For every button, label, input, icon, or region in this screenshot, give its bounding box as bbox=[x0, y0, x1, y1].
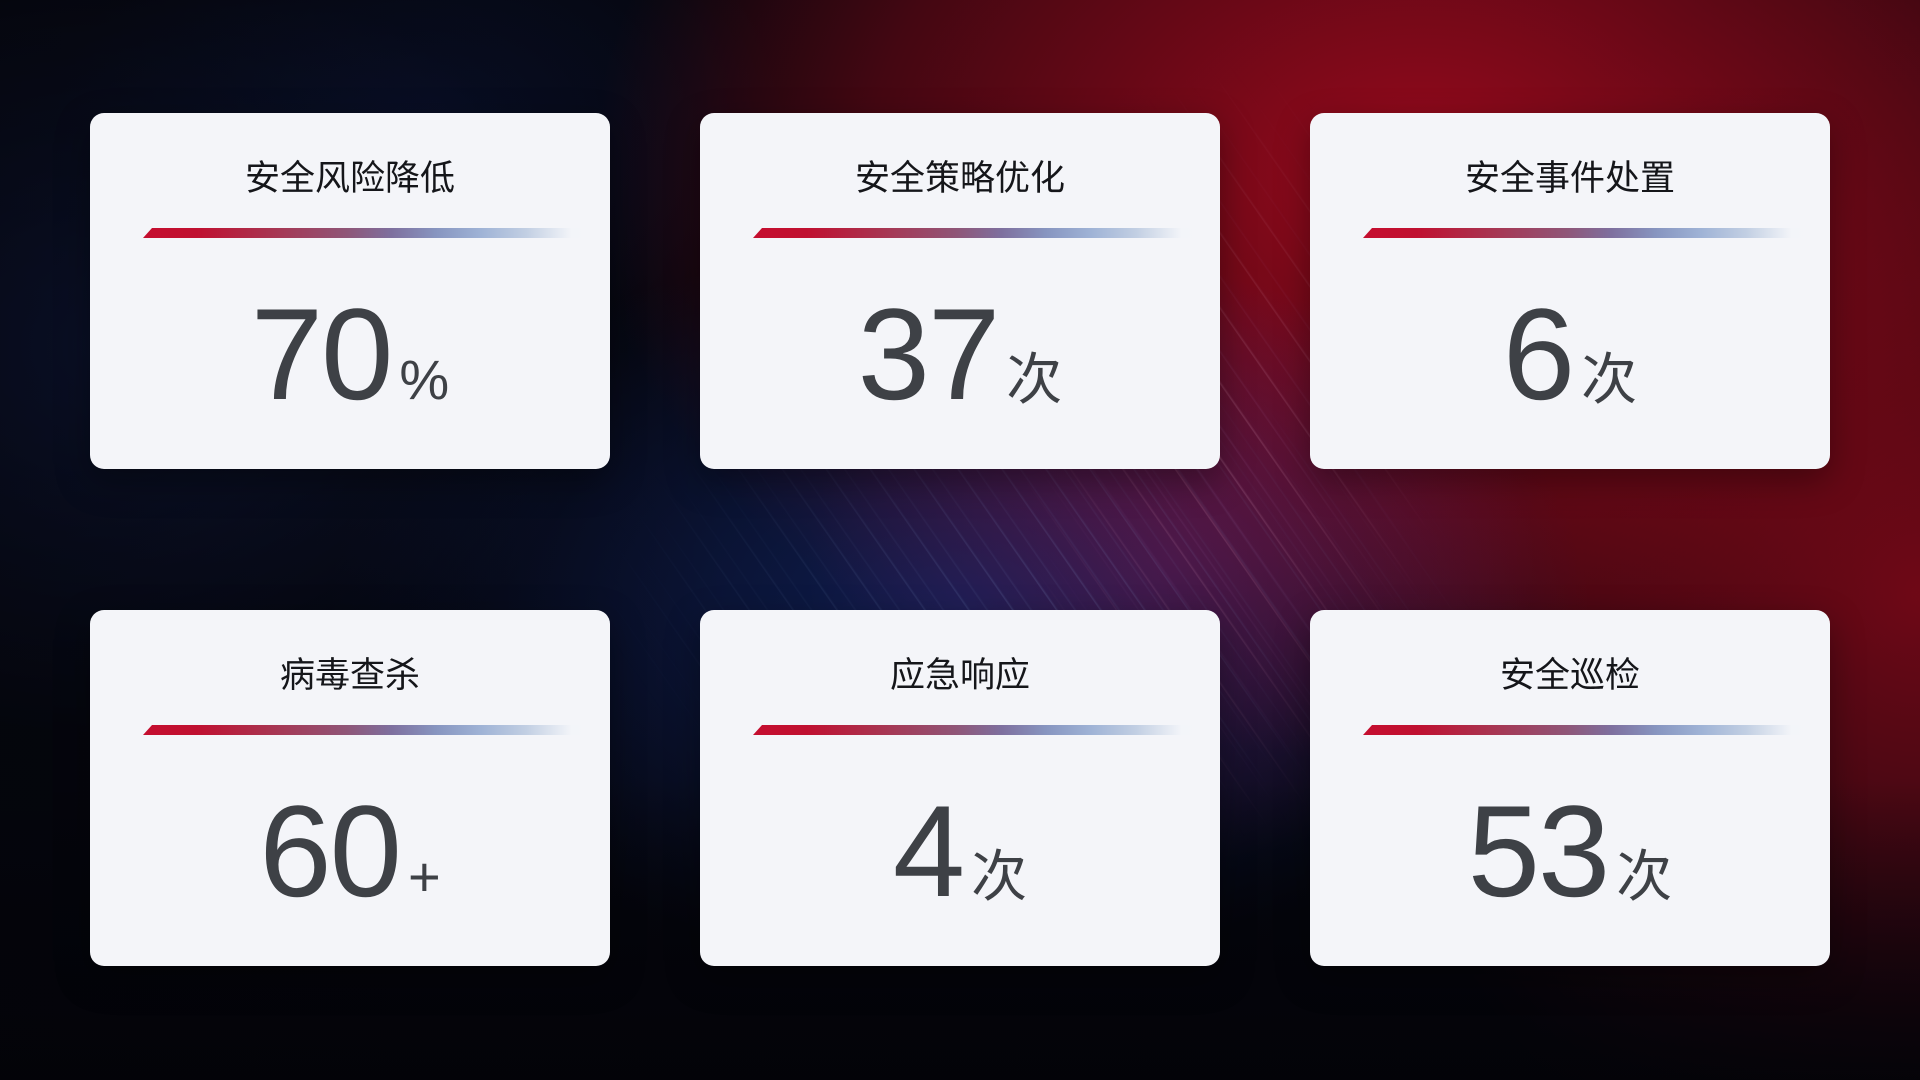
card-unit: 次 bbox=[1581, 347, 1638, 411]
stat-card-virus-scan: 病毒查杀 60 + bbox=[90, 610, 610, 966]
card-value-group: 37 次 bbox=[858, 289, 1063, 419]
card-divider bbox=[143, 725, 594, 735]
card-value: 4 bbox=[892, 777, 965, 924]
card-title: 应急响应 bbox=[889, 656, 1030, 695]
card-unit: % bbox=[399, 347, 450, 411]
card-title: 安全风险降低 bbox=[244, 159, 455, 198]
card-value: 6 bbox=[1502, 280, 1575, 427]
stat-card-incident-handling: 安全事件处置 6 次 bbox=[1310, 113, 1830, 469]
card-value-row: 37 次 bbox=[700, 238, 1220, 469]
card-value: 60 bbox=[259, 777, 402, 924]
card-value-row: 70 % bbox=[90, 238, 610, 469]
card-value: 53 bbox=[1467, 777, 1611, 924]
card-value-group: 4 次 bbox=[893, 786, 1027, 916]
card-value: 70 bbox=[250, 280, 394, 427]
card-divider bbox=[1363, 228, 1814, 238]
card-unit: 次 bbox=[1006, 347, 1063, 411]
card-divider bbox=[143, 228, 594, 238]
card-title: 病毒查杀 bbox=[279, 656, 420, 695]
card-title: 安全事件处置 bbox=[1464, 159, 1675, 198]
card-divider bbox=[753, 725, 1204, 735]
stat-card-policy-optimization: 安全策略优化 37 次 bbox=[700, 113, 1220, 469]
card-divider bbox=[753, 228, 1204, 238]
stat-card-risk-reduction: 安全风险降低 70 % bbox=[90, 113, 610, 469]
card-divider bbox=[1363, 725, 1814, 735]
card-title: 安全策略优化 bbox=[854, 159, 1065, 198]
stat-card-security-inspection: 安全巡检 53 次 bbox=[1310, 610, 1830, 966]
card-value-row: 4 次 bbox=[700, 735, 1220, 966]
stat-card-emergency-response: 应急响应 4 次 bbox=[700, 610, 1220, 966]
card-unit: 次 bbox=[971, 844, 1028, 908]
card-value-group: 60 + bbox=[259, 786, 440, 916]
card-title: 安全巡检 bbox=[1499, 656, 1640, 695]
card-value-row: 60 + bbox=[90, 735, 610, 966]
card-value-group: 6 次 bbox=[1503, 289, 1637, 419]
card-value-group: 53 次 bbox=[1468, 786, 1673, 916]
card-value-row: 53 次 bbox=[1310, 735, 1830, 966]
card-unit: 次 bbox=[1616, 844, 1673, 908]
card-value-row: 6 次 bbox=[1310, 238, 1830, 469]
card-value: 37 bbox=[857, 280, 1001, 427]
card-unit: + bbox=[407, 844, 441, 908]
card-value-group: 70 % bbox=[251, 289, 449, 419]
